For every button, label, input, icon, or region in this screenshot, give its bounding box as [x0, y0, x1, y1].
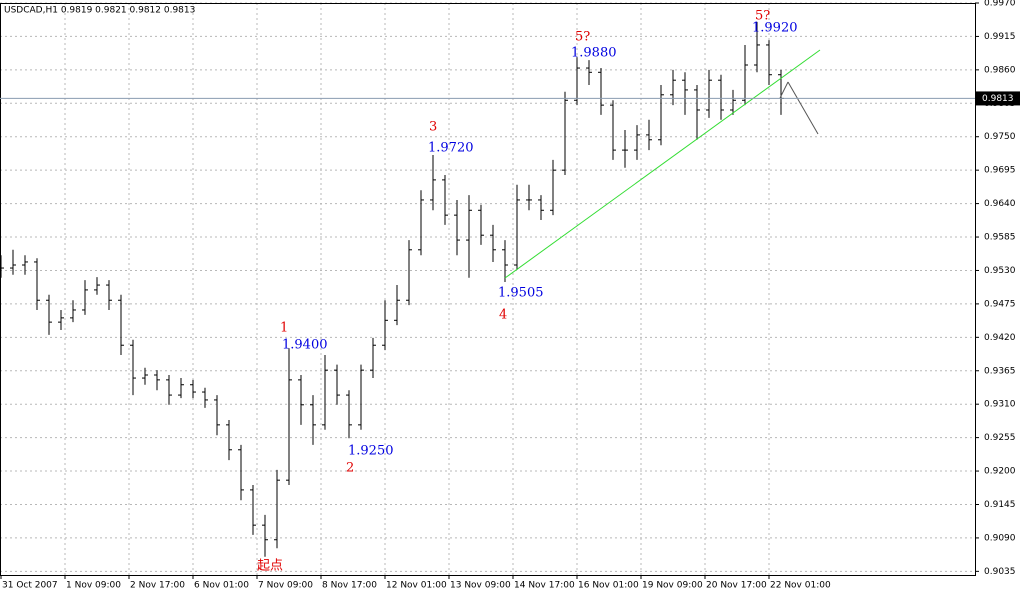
y-tick-label: 0.9145: [984, 500, 1016, 510]
wave-label: 1.9250: [348, 444, 394, 459]
y-tick-label: 0.9035: [984, 567, 1016, 577]
wave-label: 1.9880: [571, 46, 617, 61]
wave-label: 4: [499, 308, 507, 323]
x-tick-label: 31 Oct 2007: [2, 581, 58, 591]
x-tick-label: 1 Nov 09:00: [66, 581, 121, 591]
y-tick-label: 0.9365: [984, 366, 1016, 376]
y-tick-label: 0.9640: [984, 199, 1016, 209]
y-tick-label: 0.9090: [984, 533, 1016, 543]
wave-label: 5?: [575, 30, 590, 45]
trend-line: [504, 49, 821, 279]
wave-label: 5?: [755, 9, 770, 24]
x-tick-label: 16 Nov 01:00: [578, 581, 639, 591]
wave-label: 1.9505: [498, 286, 544, 301]
projection-line: [779, 81, 789, 99]
wave-label: 3: [429, 120, 437, 135]
y-tick-label: 0.9530: [984, 266, 1016, 276]
projection-line: [787, 81, 819, 135]
x-tick-label: 19 Nov 09:00: [642, 581, 703, 591]
y-tick-label: 0.9420: [984, 333, 1016, 343]
wave-label: 2: [346, 461, 354, 476]
chart-title: USDCAD,H1 0.9819 0.9821 0.9812 0.9813: [4, 6, 195, 16]
x-tick-label: 12 Nov 01:00: [386, 581, 447, 591]
y-tick-label: 0.9585: [984, 233, 1016, 243]
bars: [0, 21, 784, 557]
y-tick-label: 0.9255: [984, 433, 1016, 443]
x-tick-label: 22 Nov 01:00: [770, 581, 831, 591]
x-tick-label: 8 Nov 17:00: [322, 581, 377, 591]
y-tick-label: 0.9750: [984, 132, 1016, 142]
y-tick-label: 0.9475: [984, 299, 1016, 309]
x-tick-label: 2 Nov 17:00: [130, 581, 185, 591]
y-tick-label: 0.9695: [984, 166, 1016, 176]
x-tick-label: 6 Nov 01:00: [194, 581, 249, 591]
y-tick-label: 0.9860: [984, 65, 1016, 75]
wave-label: 1.9720: [428, 141, 474, 156]
wave-label: 1.9400: [282, 338, 328, 353]
x-tick-label: 7 Nov 09:00: [258, 581, 313, 591]
x-tick-label: 13 Nov 09:00: [450, 581, 511, 591]
x-tick-label: 20 Nov 17:00: [706, 581, 767, 591]
y-tick-label: 0.9915: [984, 32, 1016, 42]
price-label-box: [976, 91, 1020, 106]
plot-frame: [0, 3, 976, 576]
x-tick-label: 14 Nov 17:00: [514, 581, 575, 591]
price-label: 0.9813: [982, 94, 1014, 104]
y-tick-label: 0.9970: [984, 0, 1016, 9]
wave-label: 起点: [257, 559, 283, 574]
wave-label: 1.9920: [752, 21, 798, 36]
wave-label: 1: [280, 321, 288, 336]
y-tick-label: 0.9310: [984, 400, 1016, 410]
y-tick-label: 0.9200: [984, 467, 1016, 477]
annotations: 11.94001.9250231.97201.950545?1.98805?1.…: [257, 9, 798, 574]
